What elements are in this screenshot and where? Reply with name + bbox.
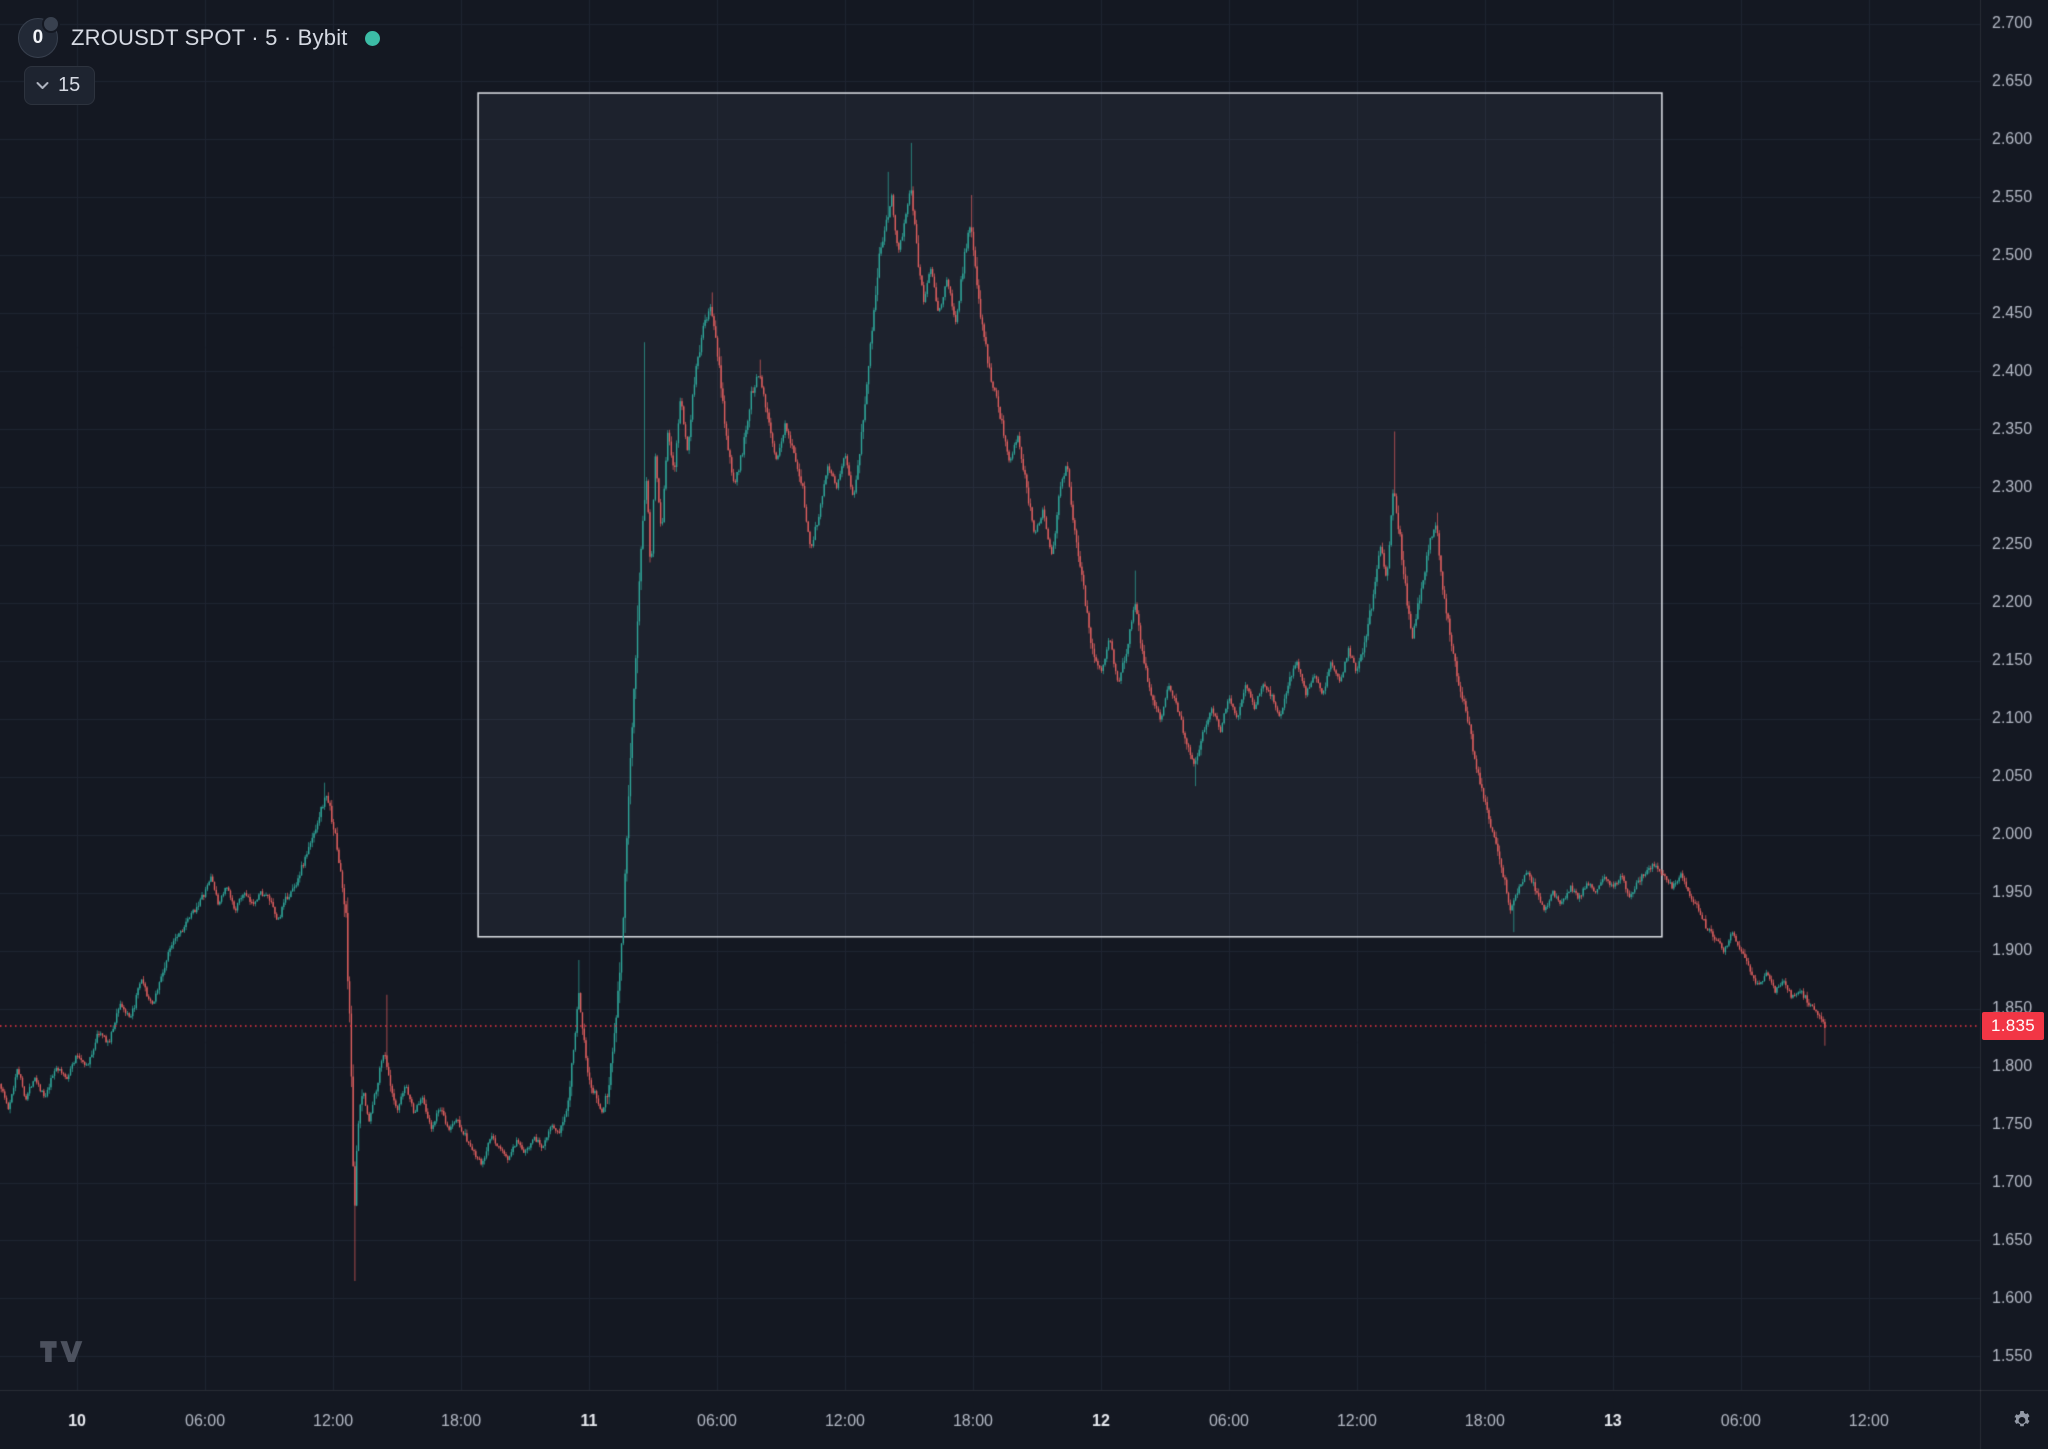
symbol-logo-icon: 0 xyxy=(18,15,60,58)
tradingview-logo[interactable] xyxy=(38,1336,84,1371)
symbol-logo-letter: 0 xyxy=(32,27,44,48)
market-status-icon[interactable] xyxy=(364,30,380,46)
last-price-label: 1.835 xyxy=(1982,1012,2044,1040)
chevron-down-icon xyxy=(36,82,49,89)
symbol-logo-badge-icon xyxy=(42,15,60,33)
legend-collapse-button[interactable]: 15 xyxy=(24,66,96,105)
symbol-legend[interactable]: 0 ZROUSDT SPOT · 5 · Bybit xyxy=(18,15,380,58)
legend-collapse-label: 15 xyxy=(58,74,81,96)
gear-icon xyxy=(2014,1411,2030,1427)
symbol-title[interactable]: ZROUSDT SPOT · 5 · Bybit xyxy=(71,25,348,50)
timezone-settings-button[interactable] xyxy=(2010,1408,2034,1437)
